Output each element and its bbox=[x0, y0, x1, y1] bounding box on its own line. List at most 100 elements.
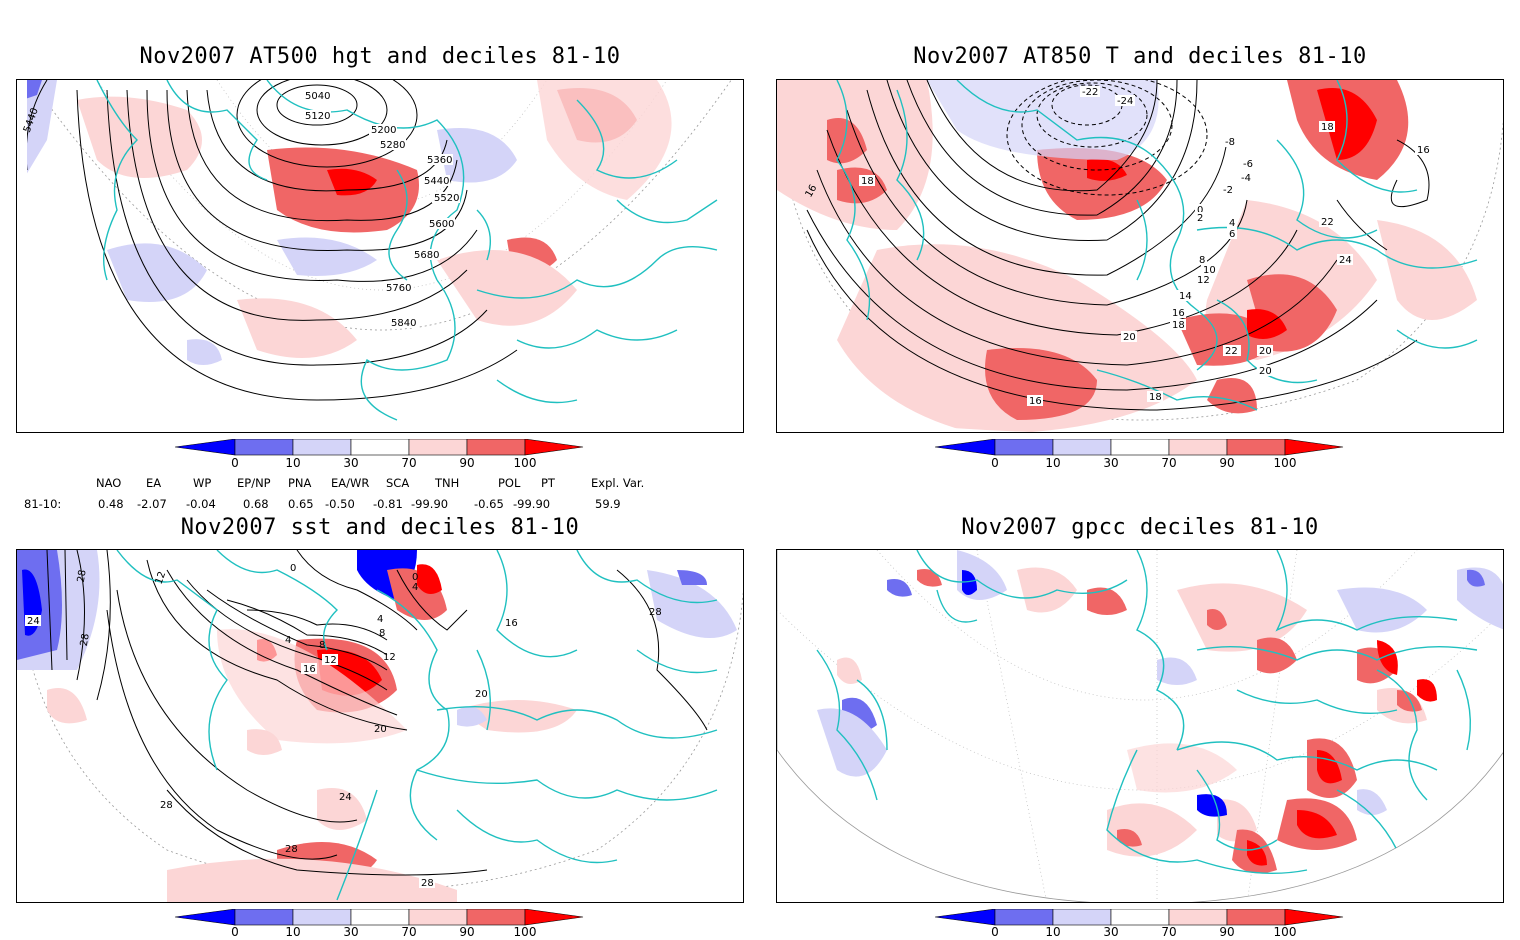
colorbar-label: 100 bbox=[513, 925, 537, 939]
contour-label: 28 bbox=[285, 844, 298, 855]
index-value: 0.68 bbox=[243, 497, 269, 511]
colorbar-2 bbox=[935, 439, 1344, 456]
contour-label: 22 bbox=[1321, 217, 1334, 228]
map-850t: -22 -24 -8 -6 -4 -2 0 2 4 6 8 10 12 14 1… bbox=[777, 80, 1503, 432]
colorbar-label: 10 bbox=[1045, 456, 1061, 470]
colorbar-label: 10 bbox=[1045, 925, 1061, 939]
colorbar-label: 100 bbox=[1273, 456, 1297, 470]
contour-label: 10 bbox=[1203, 265, 1216, 276]
contour-label: 20 bbox=[1259, 346, 1272, 357]
colorbar-1 bbox=[175, 439, 584, 456]
contour-label: 8 bbox=[319, 640, 325, 651]
contour-label: -6 bbox=[1243, 159, 1253, 170]
colorbar-label: 70 bbox=[1161, 925, 1177, 939]
contour-label: 24 bbox=[1339, 255, 1352, 266]
colorbar-label: 30 bbox=[1103, 456, 1119, 470]
contour-label: 28 bbox=[649, 607, 662, 618]
index-header: TNH bbox=[435, 476, 460, 490]
map-sst: 24 28 28 12 0 4 8 12 16 20 24 28 28 28 1… bbox=[17, 550, 743, 902]
contour-label: 16 bbox=[303, 664, 316, 675]
index-header: POL bbox=[498, 476, 521, 490]
index-header: NAO bbox=[96, 476, 122, 490]
contour-label: 5760 bbox=[386, 283, 411, 294]
index-value: 0.48 bbox=[98, 497, 124, 511]
contour-label: 20 bbox=[374, 724, 387, 735]
colorbar-label: 70 bbox=[1161, 456, 1177, 470]
colorbar-label: 100 bbox=[1273, 925, 1297, 939]
contour-label: 12 bbox=[324, 655, 337, 666]
contour-label: 16 bbox=[1172, 308, 1185, 319]
contour-label: 6 bbox=[1229, 229, 1235, 240]
contour-label: -4 bbox=[1241, 173, 1251, 184]
index-value: -99.90 bbox=[513, 497, 551, 511]
contour-label: 4 bbox=[1229, 218, 1235, 229]
index-header: EA bbox=[146, 476, 162, 490]
contour-label: 14 bbox=[1179, 291, 1192, 302]
colorbar-label: 90 bbox=[1219, 456, 1235, 470]
index-value: 0.65 bbox=[288, 497, 314, 511]
contour-label: 18 bbox=[861, 176, 874, 187]
colorbar-label: 0 bbox=[231, 925, 239, 939]
panel-title-2: Nov2007 AT850 T and deciles 81-10 bbox=[913, 44, 1367, 69]
contour-label: 5680 bbox=[414, 250, 439, 261]
contour-label: 5600 bbox=[429, 219, 454, 230]
panel-title-4: Nov2007 gpcc deciles 81-10 bbox=[961, 515, 1319, 540]
contour-label: 28 bbox=[76, 569, 89, 583]
map-500hgt: 5040 5120 5200 5280 5360 5440 5520 5600 … bbox=[22, 80, 735, 421]
map-panel-500hgt: 5040 5120 5200 5280 5360 5440 5520 5600 … bbox=[16, 79, 744, 433]
index-value: -0.04 bbox=[186, 497, 216, 511]
contour-label: 18 bbox=[1149, 392, 1162, 403]
index-header: EP/NP bbox=[237, 476, 271, 490]
contour-label: 5440 bbox=[424, 176, 449, 187]
contour-label: 8 bbox=[1199, 255, 1205, 266]
index-value: -0.65 bbox=[474, 497, 504, 511]
index-header: PNA bbox=[288, 476, 312, 490]
panel-title-3: Nov2007 sst and deciles 81-10 bbox=[180, 515, 580, 540]
colorbar-label: 0 bbox=[991, 456, 999, 470]
contour-label: 5840 bbox=[391, 318, 416, 329]
contour-label: 20 bbox=[475, 689, 488, 700]
index-value: -0.50 bbox=[325, 497, 355, 511]
colorbar-label: 90 bbox=[1219, 925, 1235, 939]
panel-title-1: Nov2007 AT500 hgt and deciles 81-10 bbox=[139, 44, 621, 69]
colorbar-label: 30 bbox=[343, 925, 359, 939]
contour-label: -24 bbox=[1117, 96, 1133, 107]
index-value: -0.81 bbox=[373, 497, 403, 511]
colorbar-label: 70 bbox=[401, 925, 417, 939]
map-panel-850t: -22 -24 -8 -6 -4 -2 0 2 4 6 8 10 12 14 1… bbox=[776, 79, 1504, 433]
index-header: Expl. Var. bbox=[591, 476, 645, 490]
contour-label: 24 bbox=[27, 616, 40, 627]
contour-label: 4 bbox=[377, 614, 383, 625]
colorbar-label: 0 bbox=[231, 456, 239, 470]
map-gpcc bbox=[777, 550, 1503, 902]
contour-label: 2 bbox=[1197, 213, 1203, 224]
contour-label: 18 bbox=[1172, 320, 1185, 331]
map-panel-sst: 24 28 28 12 0 4 8 12 16 20 24 28 28 28 1… bbox=[16, 549, 744, 903]
contour-label: 0 bbox=[1197, 205, 1203, 216]
map-panel-gpcc bbox=[776, 549, 1504, 903]
colorbar-label: 30 bbox=[1103, 925, 1119, 939]
contour-label: 24 bbox=[339, 792, 352, 803]
colorbar-4 bbox=[935, 909, 1344, 926]
index-value: -99.90 bbox=[411, 497, 449, 511]
contour-label: 4 bbox=[412, 582, 418, 593]
contour-label: 16 bbox=[1029, 396, 1042, 407]
index-header: SCA bbox=[386, 476, 410, 490]
contour-label: 5520 bbox=[434, 193, 459, 204]
colorbar-label: 100 bbox=[513, 456, 537, 470]
colorbar-3 bbox=[175, 909, 584, 926]
colorbar-label: 90 bbox=[459, 456, 475, 470]
contour-label: -8 bbox=[1225, 137, 1235, 148]
index-value: -2.07 bbox=[137, 497, 167, 511]
colorbar-label: 10 bbox=[285, 925, 301, 939]
contour-label: 12 bbox=[383, 652, 396, 663]
contour-label: 20 bbox=[1123, 332, 1136, 343]
contour-label: 12 bbox=[1197, 275, 1210, 286]
colorbar-label: 70 bbox=[401, 456, 417, 470]
contour-label: 28 bbox=[79, 633, 92, 647]
index-header: EA/WR bbox=[331, 476, 370, 490]
contour-label: 4 bbox=[285, 635, 291, 646]
index-header: WP bbox=[193, 476, 212, 490]
index-value: 59.9 bbox=[595, 497, 621, 511]
colorbar-label: 10 bbox=[285, 456, 301, 470]
